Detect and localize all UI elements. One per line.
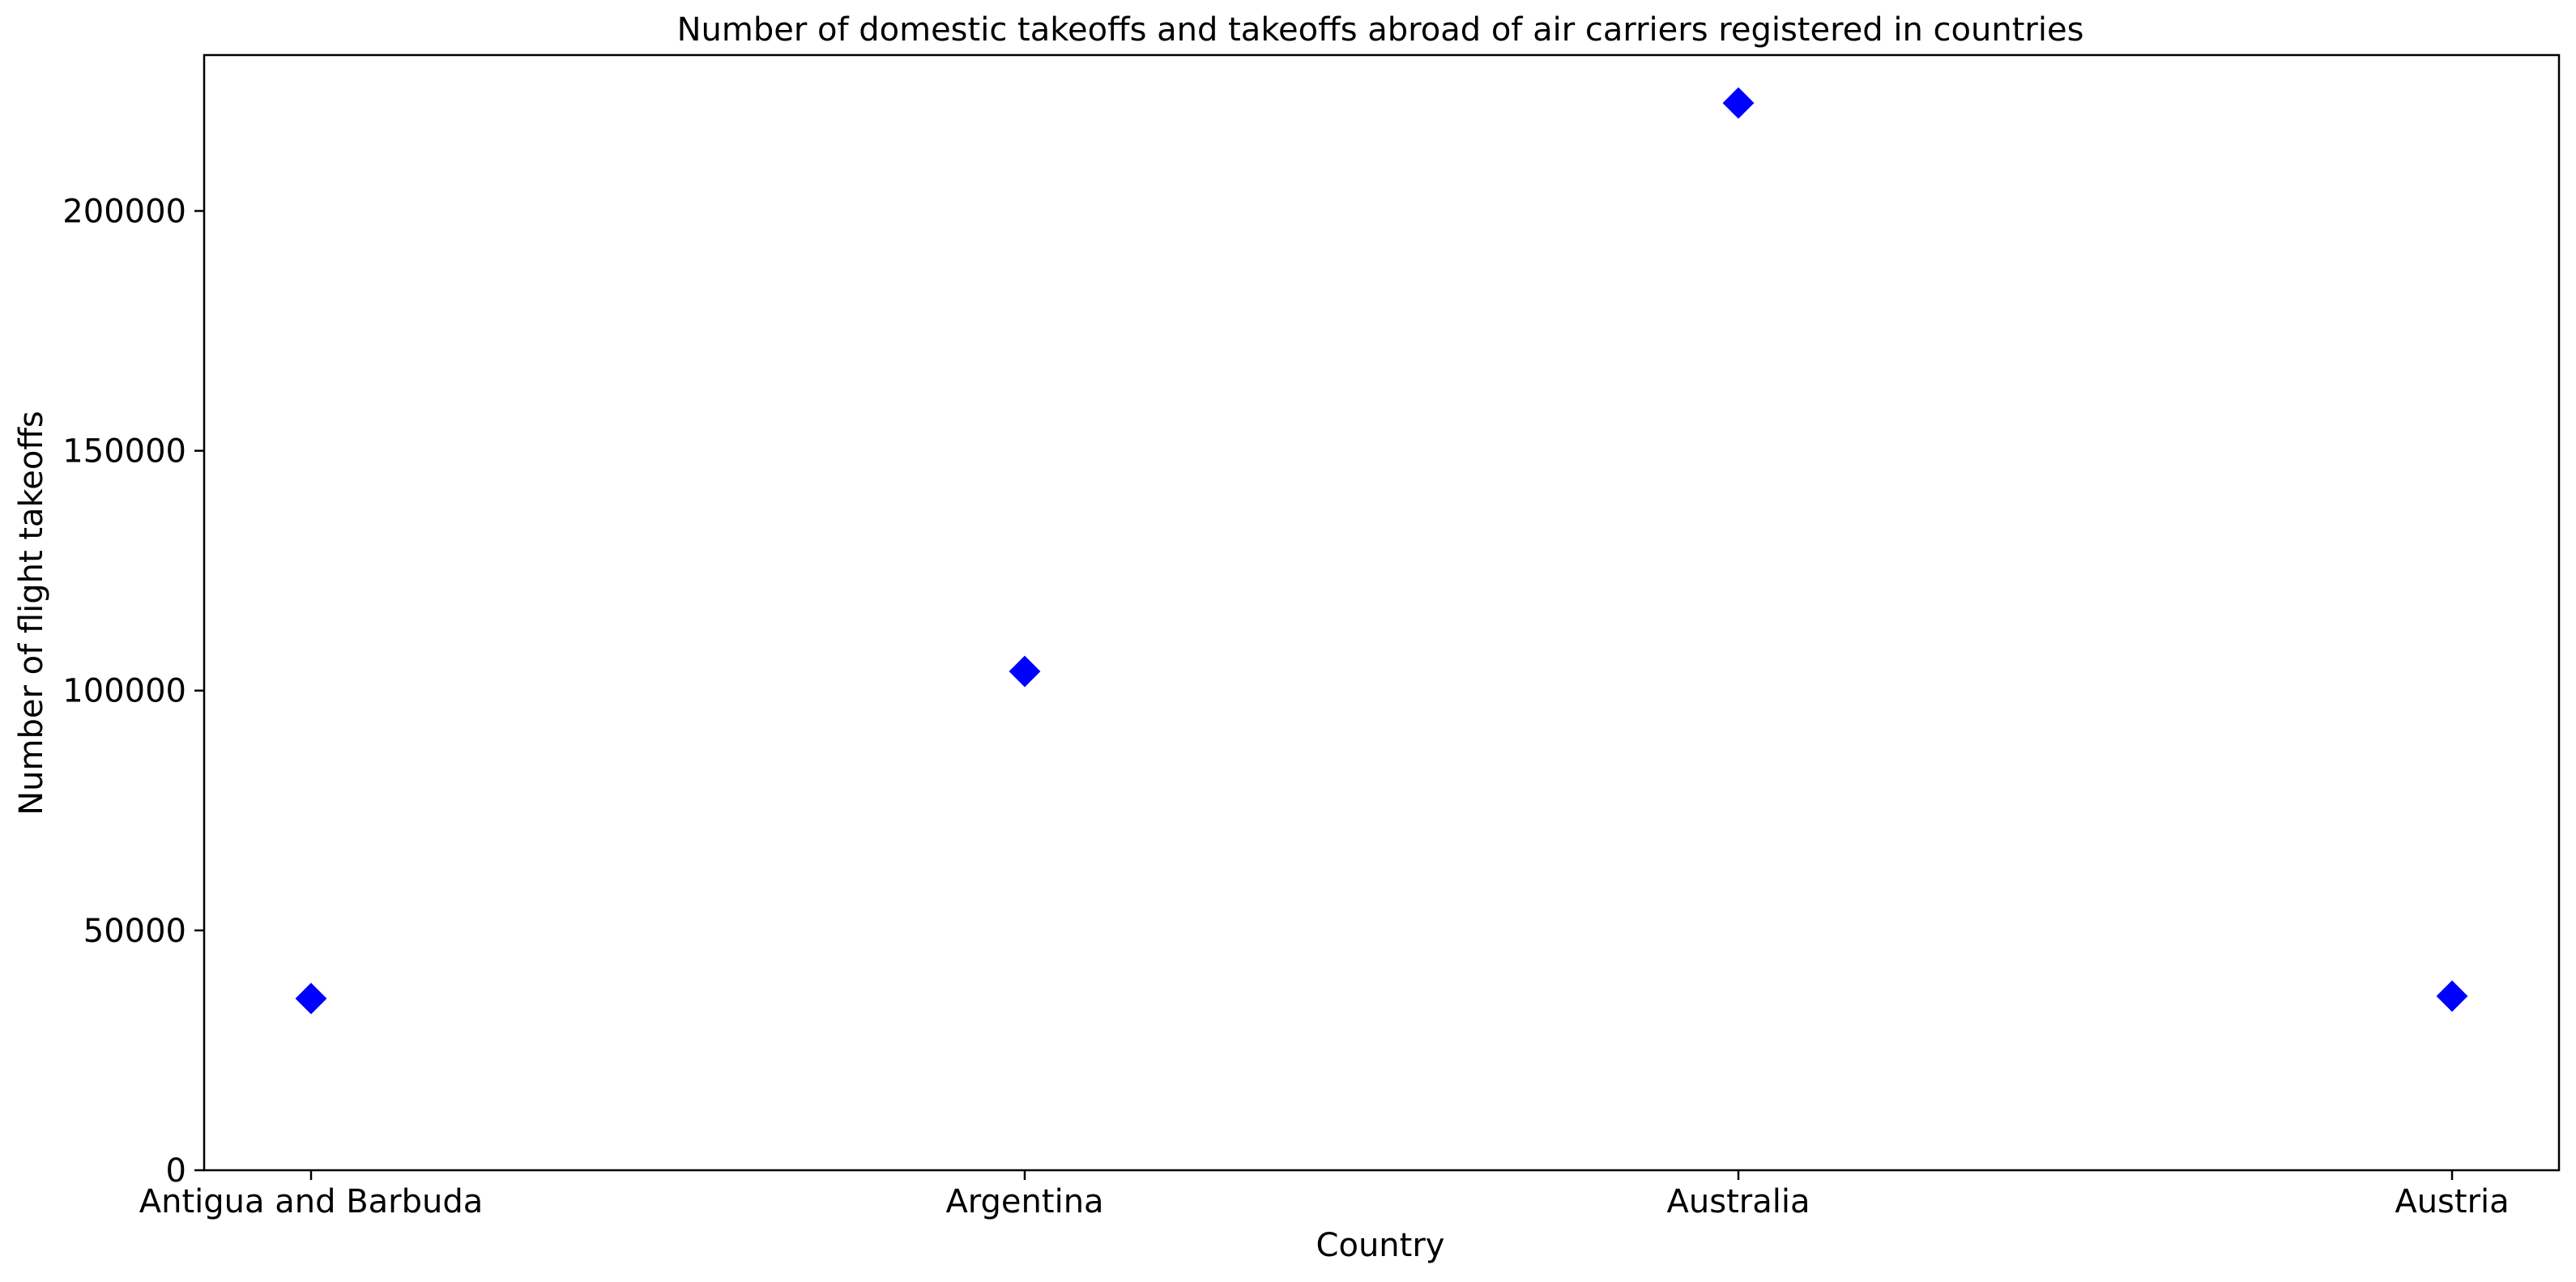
y-axis-ticks: 0 50000 100000 150000 200000: [62, 193, 204, 1190]
y-tick-label: 100000: [62, 673, 186, 710]
data-point-austria: [2436, 980, 2468, 1012]
chart-title: Number of domestic takeoffs and takeoffs…: [677, 11, 2084, 49]
x-tick-label: Austria: [2395, 1183, 2509, 1220]
x-axis-label: Country: [1316, 1227, 1445, 1264]
y-tick-label: 50000: [83, 913, 186, 950]
x-tick-label: Australia: [1667, 1183, 1810, 1220]
y-tick-label: 150000: [62, 433, 186, 471]
data-point-antigua-and-barbuda: [295, 982, 327, 1015]
x-axis-ticks: Antigua and Barbuda Argentina Australia Aus…: [139, 1170, 2510, 1220]
data-point-australia: [1722, 87, 1755, 119]
data-points: [295, 87, 2468, 1015]
plot-area-frame: [203, 53, 2561, 1172]
x-tick-label: Argentina: [945, 1183, 1103, 1220]
x-tick-label: Antigua and Barbuda: [139, 1183, 484, 1220]
y-axis-label: Number of flight takeoffs: [13, 411, 50, 816]
y-tick-label: 200000: [62, 193, 186, 230]
y-tick-label: 0: [166, 1152, 186, 1190]
data-point-argentina: [1009, 655, 1041, 688]
